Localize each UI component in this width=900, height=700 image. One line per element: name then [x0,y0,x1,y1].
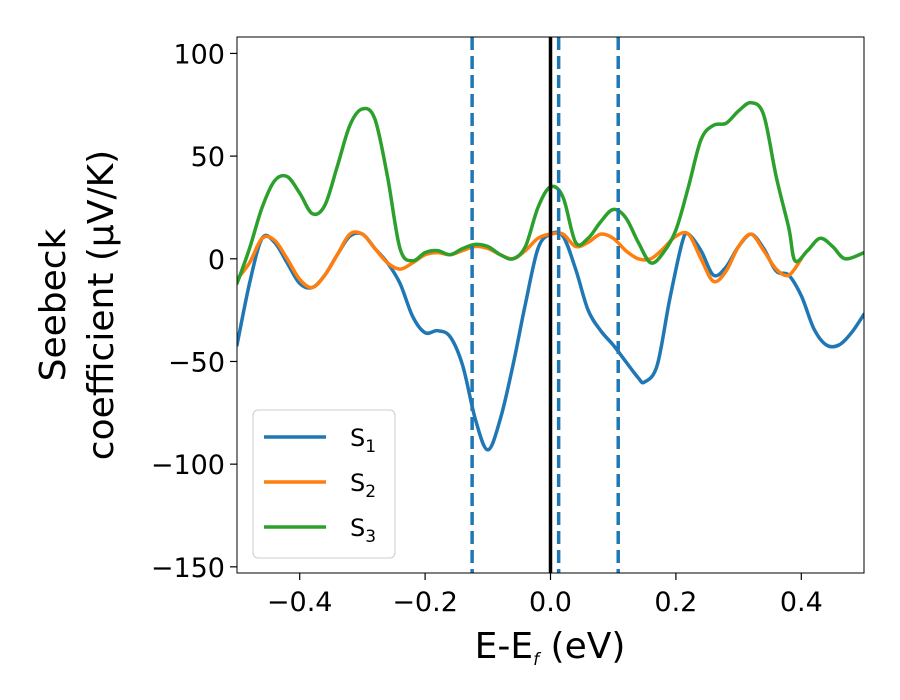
x-tick-label: 0.4 [780,587,823,618]
y-tick-label: −50 [168,347,225,378]
x-tick-label: −0.2 [392,587,458,618]
legend-label-s1: S1 [350,424,376,457]
legend-label-s3: S3 [350,514,376,547]
x-axis-label: E-Ef (eV) [475,626,626,670]
x-tick-label: −0.4 [267,587,333,618]
y-tick-label: −150 [151,553,225,584]
x-tick-label: 0.0 [529,587,572,618]
legend: S1 S2 S3 [252,409,396,559]
legend-box [252,409,396,559]
y-axis-label-line2: coefficient (μV/K) [81,150,122,460]
x-tick-label: 0.2 [654,587,697,618]
y-tick-label: 0 [208,245,225,276]
y-axis-label-line1: Seebeck [33,228,74,381]
y-tick-label: 100 [173,39,225,70]
series-line-s2 [237,230,804,290]
y-tick-label: −100 [151,450,225,481]
legend-label-s2: S2 [350,469,376,502]
y-tick-label: 50 [191,142,225,173]
